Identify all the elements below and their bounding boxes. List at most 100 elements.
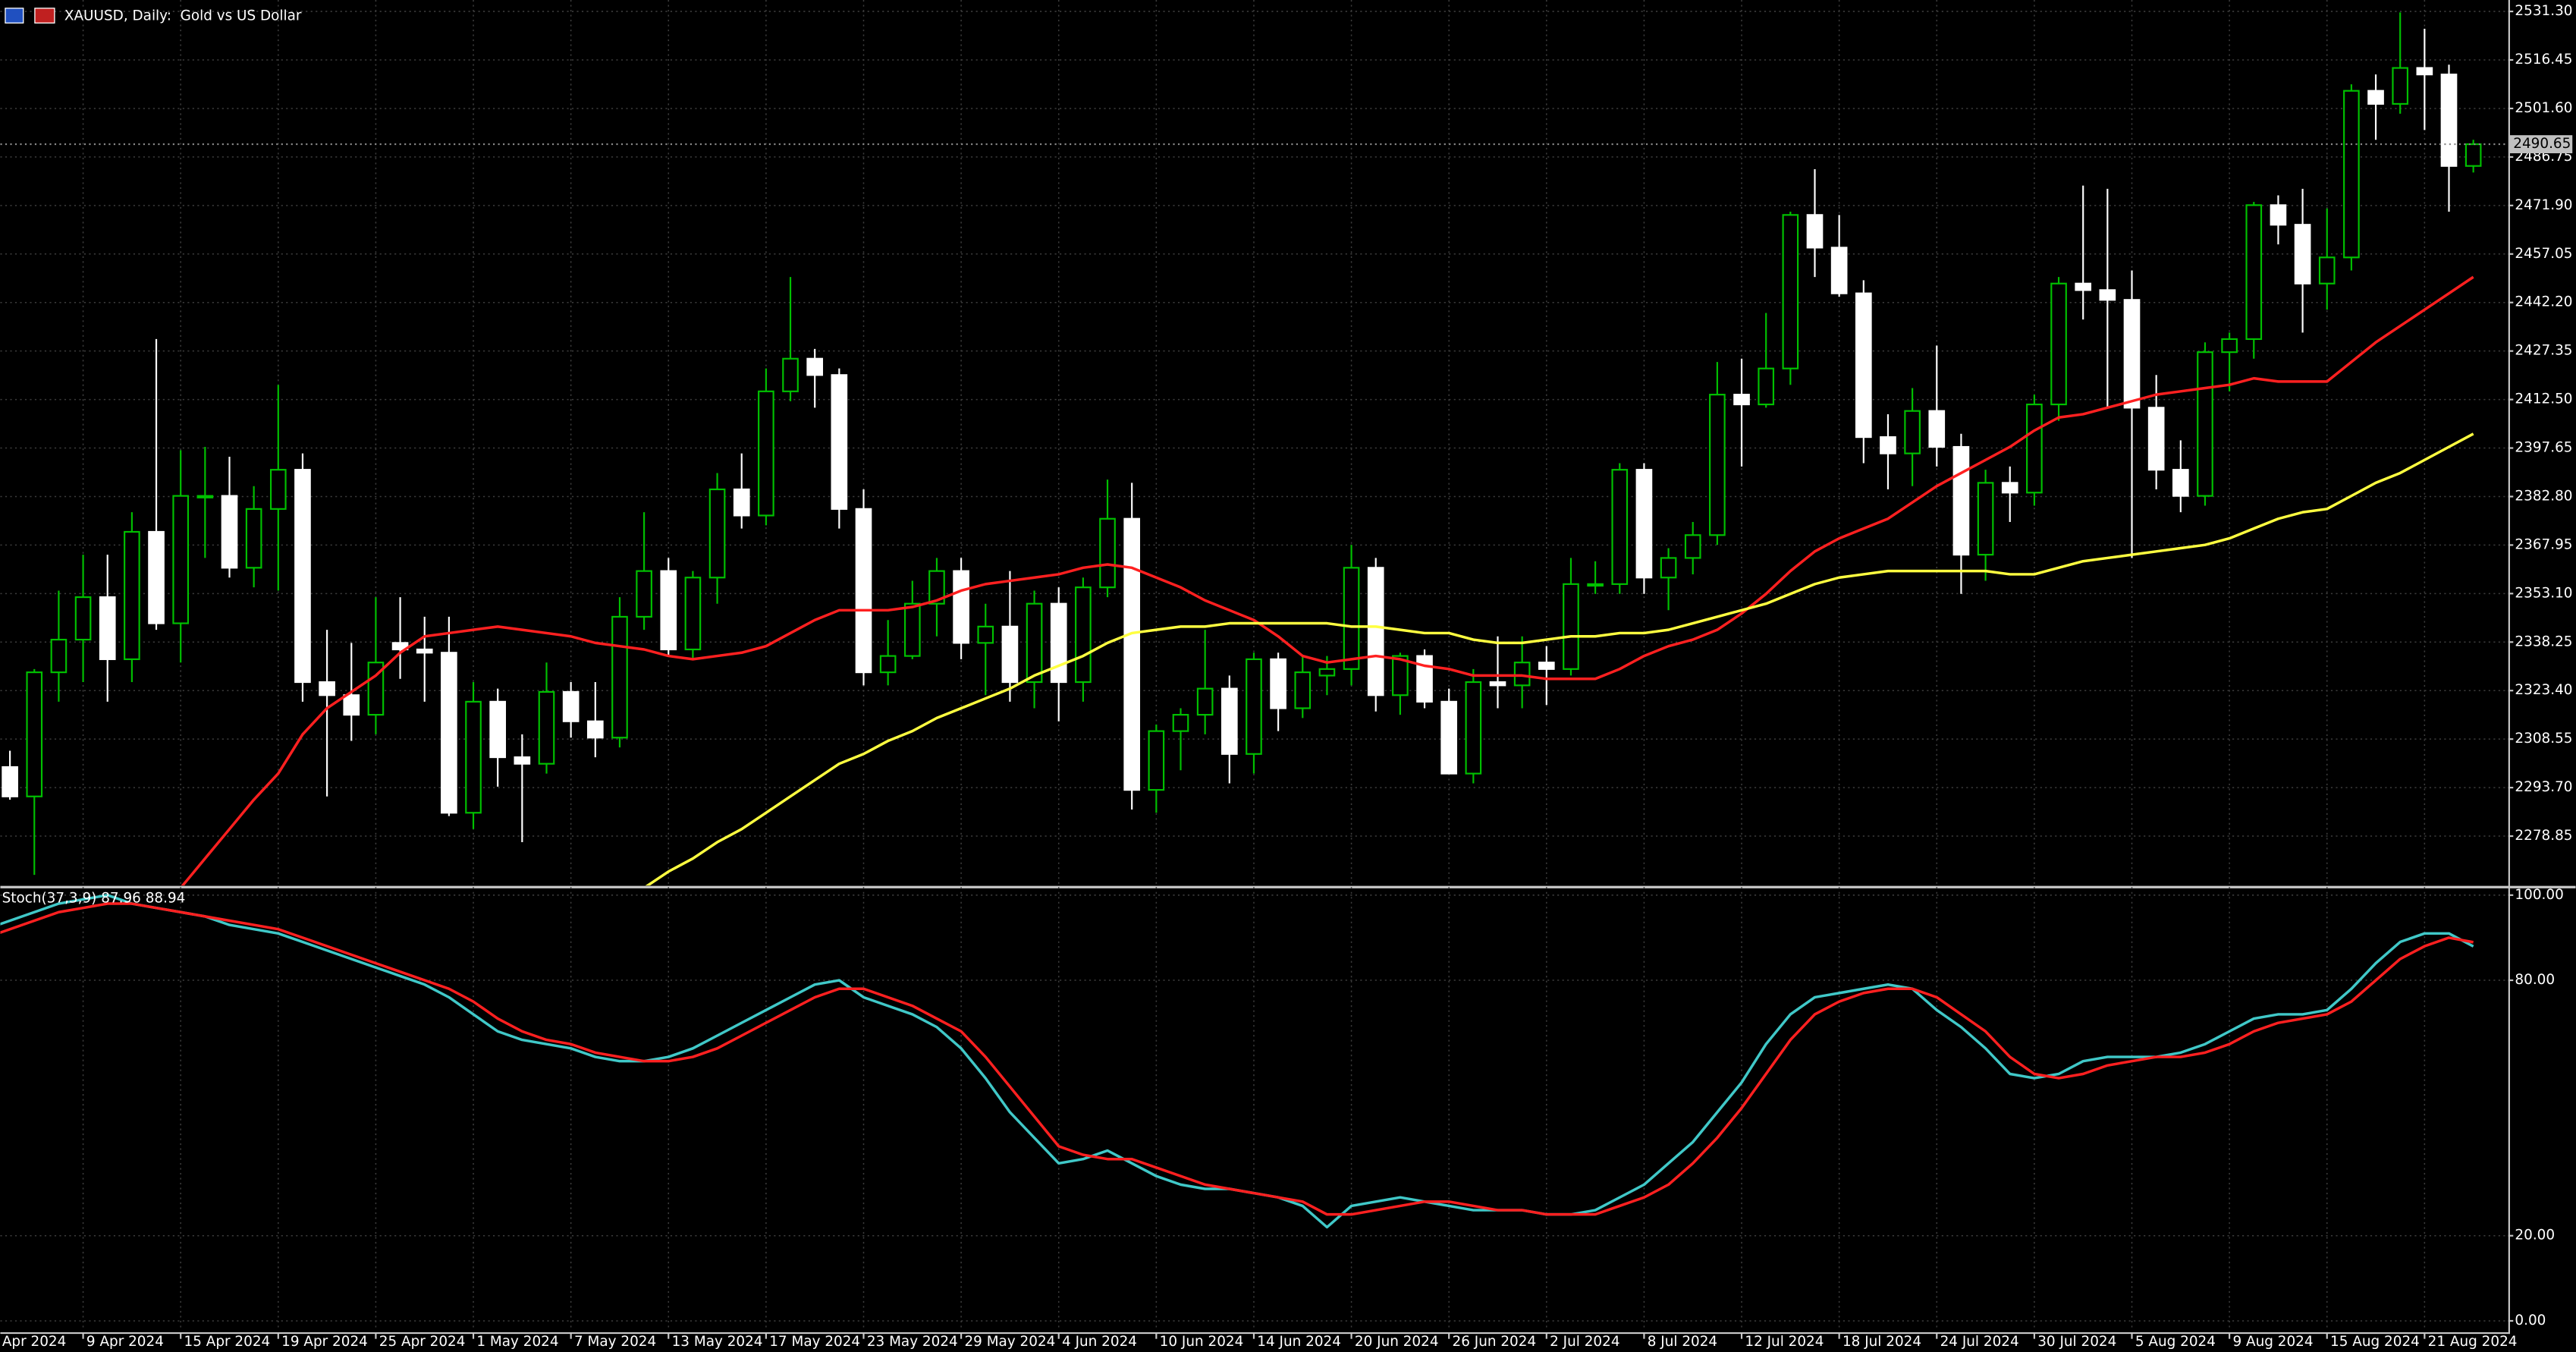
candle-body bbox=[2416, 67, 2433, 76]
x-tick-label: 14 Jun 2024 bbox=[1257, 1334, 1341, 1350]
chart-title: XAUUSD, Daily: Gold vs US Dollar bbox=[64, 8, 302, 24]
candle-body bbox=[2294, 224, 2311, 285]
candle-body bbox=[1733, 394, 1750, 406]
x-tick-label: 25 Apr 2024 bbox=[379, 1334, 466, 1350]
indicator-label: Stoch(37,3,9) 87.96 88.94 bbox=[2, 890, 186, 906]
candle-body bbox=[1343, 567, 1360, 670]
indicator-line bbox=[0, 902, 2474, 1216]
x-tick-label: 29 May 2024 bbox=[964, 1334, 1055, 1350]
candle-body bbox=[782, 357, 799, 392]
stochastic-pane bbox=[0, 894, 2474, 1229]
candle-body bbox=[221, 495, 238, 569]
x-tick-label: 8 Jul 2024 bbox=[1648, 1334, 1717, 1350]
y-tick-label: 2338.25 bbox=[2515, 634, 2572, 649]
grid bbox=[0, 0, 2508, 1331]
x-tick-label: 5 Aug 2024 bbox=[2135, 1334, 2216, 1350]
y-tick-label: 2412.50 bbox=[2515, 391, 2572, 407]
y-tick-label: 2427.35 bbox=[2515, 343, 2572, 359]
x-tick-label: 30 Jul 2024 bbox=[2037, 1334, 2116, 1350]
candle-body bbox=[2001, 482, 2018, 494]
candle-body bbox=[1563, 583, 1579, 670]
y-tick-label: 20.00 bbox=[2515, 1228, 2555, 1244]
candle-body bbox=[562, 690, 580, 722]
candle-body bbox=[1806, 214, 1824, 249]
candle-body bbox=[1489, 681, 1506, 687]
candle-body bbox=[269, 469, 287, 510]
candle-body bbox=[441, 652, 457, 814]
candle-body bbox=[1977, 482, 1994, 556]
x-tick-label: 18 Jul 2024 bbox=[1842, 1334, 1921, 1350]
candle-body bbox=[855, 508, 872, 674]
indicator-main-value: 87.96 bbox=[101, 890, 141, 906]
x-tick-label: 24 Jul 2024 bbox=[1940, 1334, 2019, 1350]
x-tick-label: 19 Apr 2024 bbox=[281, 1334, 368, 1350]
x-tick-label: 15 Aug 2024 bbox=[2330, 1334, 2420, 1350]
candle-body bbox=[1270, 658, 1286, 709]
x-tick-label: 26 Jun 2024 bbox=[1453, 1334, 1537, 1350]
candle-body bbox=[2197, 351, 2213, 497]
candle-body bbox=[319, 681, 335, 696]
y-tick-label: 2293.70 bbox=[2515, 779, 2572, 795]
candle-body bbox=[1928, 410, 1946, 448]
candle-body bbox=[2026, 403, 2043, 494]
candle-body bbox=[1246, 658, 1262, 755]
y-tick-label: 2353.10 bbox=[2515, 585, 2572, 601]
candle-body bbox=[2392, 67, 2409, 105]
candle-body bbox=[2245, 204, 2263, 341]
candle-body bbox=[1513, 662, 1531, 687]
candle-body bbox=[245, 508, 262, 569]
current-price-box bbox=[2509, 135, 2573, 154]
candle-body bbox=[1660, 557, 1677, 579]
price-pane bbox=[0, 12, 2508, 886]
x-tick-label: 1 May 2024 bbox=[476, 1334, 558, 1350]
y-tick-label: 100.00 bbox=[2515, 887, 2563, 903]
x-tick-label: 10 Jun 2024 bbox=[1160, 1334, 1244, 1350]
y-tick-label: 80.00 bbox=[2515, 972, 2555, 988]
candle-body bbox=[1538, 662, 1555, 670]
y-tick-label: 2367.95 bbox=[2515, 536, 2572, 552]
candle-body bbox=[2464, 143, 2482, 167]
x-tick-label: 2 Jul 2024 bbox=[1550, 1334, 1619, 1350]
candle-body bbox=[489, 700, 507, 759]
candle-body bbox=[2050, 282, 2067, 406]
y-tick-label: 2457.05 bbox=[2515, 246, 2572, 262]
candle-body bbox=[2075, 282, 2092, 291]
candle-body bbox=[1392, 655, 1409, 696]
moving-average bbox=[645, 432, 2474, 886]
candle-body bbox=[806, 357, 824, 376]
x-tick-label: 12 Jul 2024 bbox=[1745, 1334, 1824, 1350]
y-tick-label: 0.00 bbox=[2515, 1313, 2546, 1328]
x-tick-label: 20 Jun 2024 bbox=[1355, 1334, 1439, 1350]
candle-body bbox=[1635, 469, 1653, 579]
candle-body bbox=[1440, 700, 1458, 775]
moving-average bbox=[181, 275, 2474, 886]
chart-icon[interactable] bbox=[34, 8, 55, 24]
y-tick-label: 2278.85 bbox=[2515, 828, 2572, 844]
candle-body bbox=[1172, 714, 1189, 732]
y-tick-label: 2382.80 bbox=[2515, 488, 2572, 504]
axes: 3 Apr 2024 9 Apr 2024 15 Apr 2024 19 Apr 20… bbox=[0, 3, 2573, 1350]
y-tick-label: 2323.40 bbox=[2515, 682, 2572, 698]
candle-body bbox=[2440, 74, 2458, 167]
candle-body bbox=[2147, 407, 2165, 471]
x-tick-label: 3 Apr 2024 bbox=[0, 1334, 66, 1350]
candle-body bbox=[2, 766, 18, 797]
x-tick-label: 4 Jun 2024 bbox=[1062, 1334, 1137, 1350]
candle-body bbox=[831, 374, 848, 510]
x-tick-label: 9 Aug 2024 bbox=[2232, 1334, 2313, 1350]
candle-body bbox=[343, 694, 360, 716]
candle-body bbox=[1611, 469, 1629, 585]
candle-body bbox=[1050, 602, 1067, 684]
menu-icon[interactable] bbox=[5, 8, 24, 24]
candle-body bbox=[1782, 214, 1799, 369]
candle-body bbox=[172, 495, 190, 624]
candle-body bbox=[611, 615, 628, 739]
candle-body bbox=[1416, 655, 1433, 703]
candle-body bbox=[1709, 394, 1726, 536]
candle-body bbox=[879, 655, 897, 674]
candle-body bbox=[1684, 534, 1701, 559]
x-tick-label: 13 May 2024 bbox=[672, 1334, 763, 1350]
candle-body bbox=[1026, 602, 1043, 684]
